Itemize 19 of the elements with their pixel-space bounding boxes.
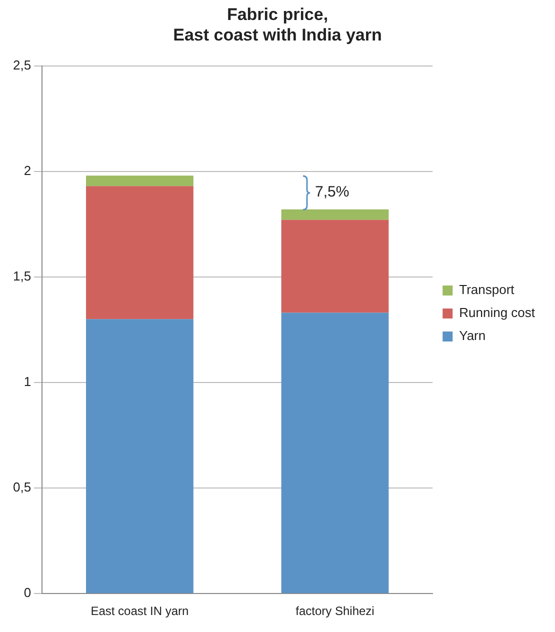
y-tick-label: 2	[24, 162, 32, 178]
chart-title: Fabric price, East coast with India yarn	[173, 4, 382, 44]
y-tick-label: 0	[24, 585, 32, 600]
legend-label: Transport	[459, 282, 515, 298]
y-tick-label: 0,5	[12, 480, 32, 495]
bar	[281, 312, 389, 594]
bar	[281, 209, 389, 220]
legend-label: Yarn	[459, 328, 486, 344]
bar	[281, 220, 389, 313]
annotation: 7,5%	[314, 184, 350, 201]
y-tick-label: 1	[24, 374, 32, 390]
bar	[86, 186, 194, 320]
bar	[86, 176, 194, 186]
bar	[86, 319, 194, 594]
y-tick-label: 2,5	[12, 57, 32, 72]
y-tick-label: 1,5	[12, 268, 32, 284]
x-tick-label: factory Shihezi	[296, 604, 374, 618]
legend-label: Running cost	[459, 305, 536, 320]
x-tick-label: East coast IN yarn	[90, 604, 189, 618]
